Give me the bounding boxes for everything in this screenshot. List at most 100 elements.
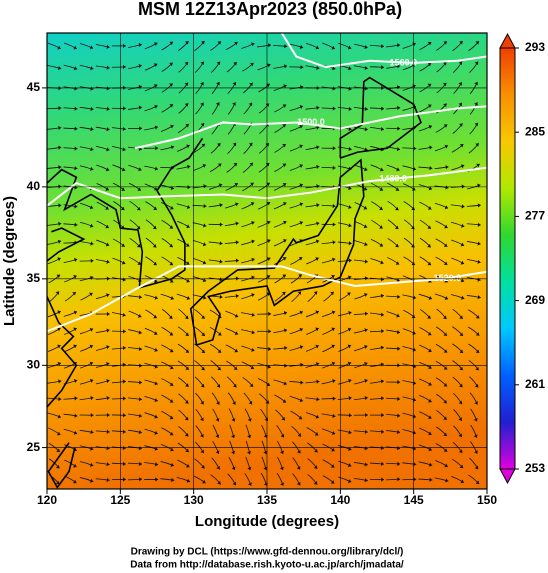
footer: Data from http://database.rish.kyoto-u.a… — [130, 560, 404, 571]
arrow-head — [280, 482, 284, 486]
x-tick-label: 140 — [330, 493, 350, 507]
arrow-head — [363, 293, 368, 297]
arrow-head — [477, 241, 481, 246]
arrow-head — [231, 418, 236, 422]
arrow-head — [155, 146, 159, 151]
arrow-head — [315, 327, 319, 332]
arrow-head — [186, 296, 190, 300]
arrow-head — [56, 464, 60, 469]
arrow-head — [283, 311, 288, 316]
arrow-head — [348, 258, 352, 263]
arrow-head — [217, 41, 221, 45]
arrow-head — [364, 44, 368, 50]
y-tick-label: 30 — [27, 358, 41, 372]
arrow-head — [74, 222, 78, 227]
arrow-head — [203, 203, 207, 209]
arrow-head — [331, 310, 336, 315]
arrow-head — [331, 344, 335, 349]
arrow-head — [248, 482, 252, 486]
arrow-head — [381, 413, 384, 418]
arrow-head — [123, 477, 126, 482]
arrow-head — [74, 166, 78, 171]
arrow-head — [154, 462, 159, 467]
arrow-head — [428, 295, 432, 300]
arrow-head — [232, 401, 236, 405]
arrow-head — [57, 65, 62, 71]
arrow-head — [105, 242, 110, 247]
arrow-head — [364, 429, 368, 434]
arrow-head — [169, 41, 173, 46]
arrow-head — [282, 104, 287, 108]
arrow-head — [123, 106, 126, 111]
arrow-head — [332, 222, 336, 227]
contour-line — [47, 166, 487, 207]
arrow-head — [316, 184, 320, 189]
arrow-head — [332, 413, 336, 418]
arrow-head — [347, 463, 352, 468]
arrow-head — [397, 105, 401, 111]
arrow-head — [443, 383, 448, 387]
arrow-head — [413, 146, 417, 151]
arrow-head — [475, 314, 480, 319]
arrow-head — [475, 143, 479, 147]
arrow-head — [217, 332, 222, 336]
arrow-head — [283, 381, 287, 386]
arrow-head — [364, 361, 368, 366]
arrow-head — [316, 125, 320, 130]
arrow-head — [347, 45, 352, 50]
arrow-head — [380, 312, 384, 317]
arrow-head — [249, 82, 253, 87]
arrow-head — [170, 447, 174, 452]
arrow-head — [232, 82, 236, 86]
arrow-head — [461, 295, 465, 300]
arrow-head — [348, 430, 352, 435]
arrow-head — [428, 365, 432, 370]
arrow-head — [169, 332, 173, 336]
arrow-head — [168, 315, 173, 319]
arrow-head — [185, 349, 189, 353]
arrow-head — [460, 479, 464, 484]
arrow-head — [267, 239, 271, 243]
arrow-head — [381, 461, 384, 467]
arrow-head — [347, 361, 352, 366]
arrow-head — [316, 203, 320, 208]
arrow-head — [477, 259, 481, 264]
arrow-head — [74, 146, 78, 151]
arrow-head — [298, 274, 302, 278]
arrow-head — [58, 105, 62, 111]
arrow-head — [282, 163, 286, 168]
arrow-head — [475, 480, 480, 484]
arrow-head — [313, 465, 318, 469]
arrow-head — [89, 344, 93, 349]
arrow-head — [459, 332, 463, 336]
arrow-head — [347, 344, 352, 349]
arrow-head — [153, 278, 158, 283]
arrow-head — [443, 243, 448, 247]
arrow-head — [299, 104, 303, 109]
arrow-head — [458, 433, 462, 438]
arrow-head — [296, 481, 301, 486]
arrow-head — [186, 144, 190, 149]
arrow-head — [459, 383, 463, 388]
arrow-head — [185, 124, 189, 128]
arrow-head — [316, 105, 320, 110]
arrow-head — [138, 346, 142, 352]
arrow-head — [186, 278, 190, 283]
arrow-head — [153, 261, 157, 266]
arrow-head — [171, 477, 175, 483]
arrow-head — [215, 450, 220, 454]
arrow-head — [474, 81, 478, 86]
arrow-head — [297, 291, 302, 295]
arrow-head — [316, 65, 320, 70]
arrow-head — [445, 478, 449, 483]
arrow-head — [73, 378, 78, 383]
arrow-head — [138, 42, 142, 48]
arrow-head — [282, 399, 287, 403]
arrow-head — [280, 450, 284, 454]
arrow-head — [251, 257, 255, 262]
arrow-head — [154, 166, 158, 171]
arrow-head — [169, 415, 174, 420]
arrow-head — [412, 42, 416, 47]
arrow-head — [316, 397, 320, 402]
arrow-head — [121, 167, 126, 172]
